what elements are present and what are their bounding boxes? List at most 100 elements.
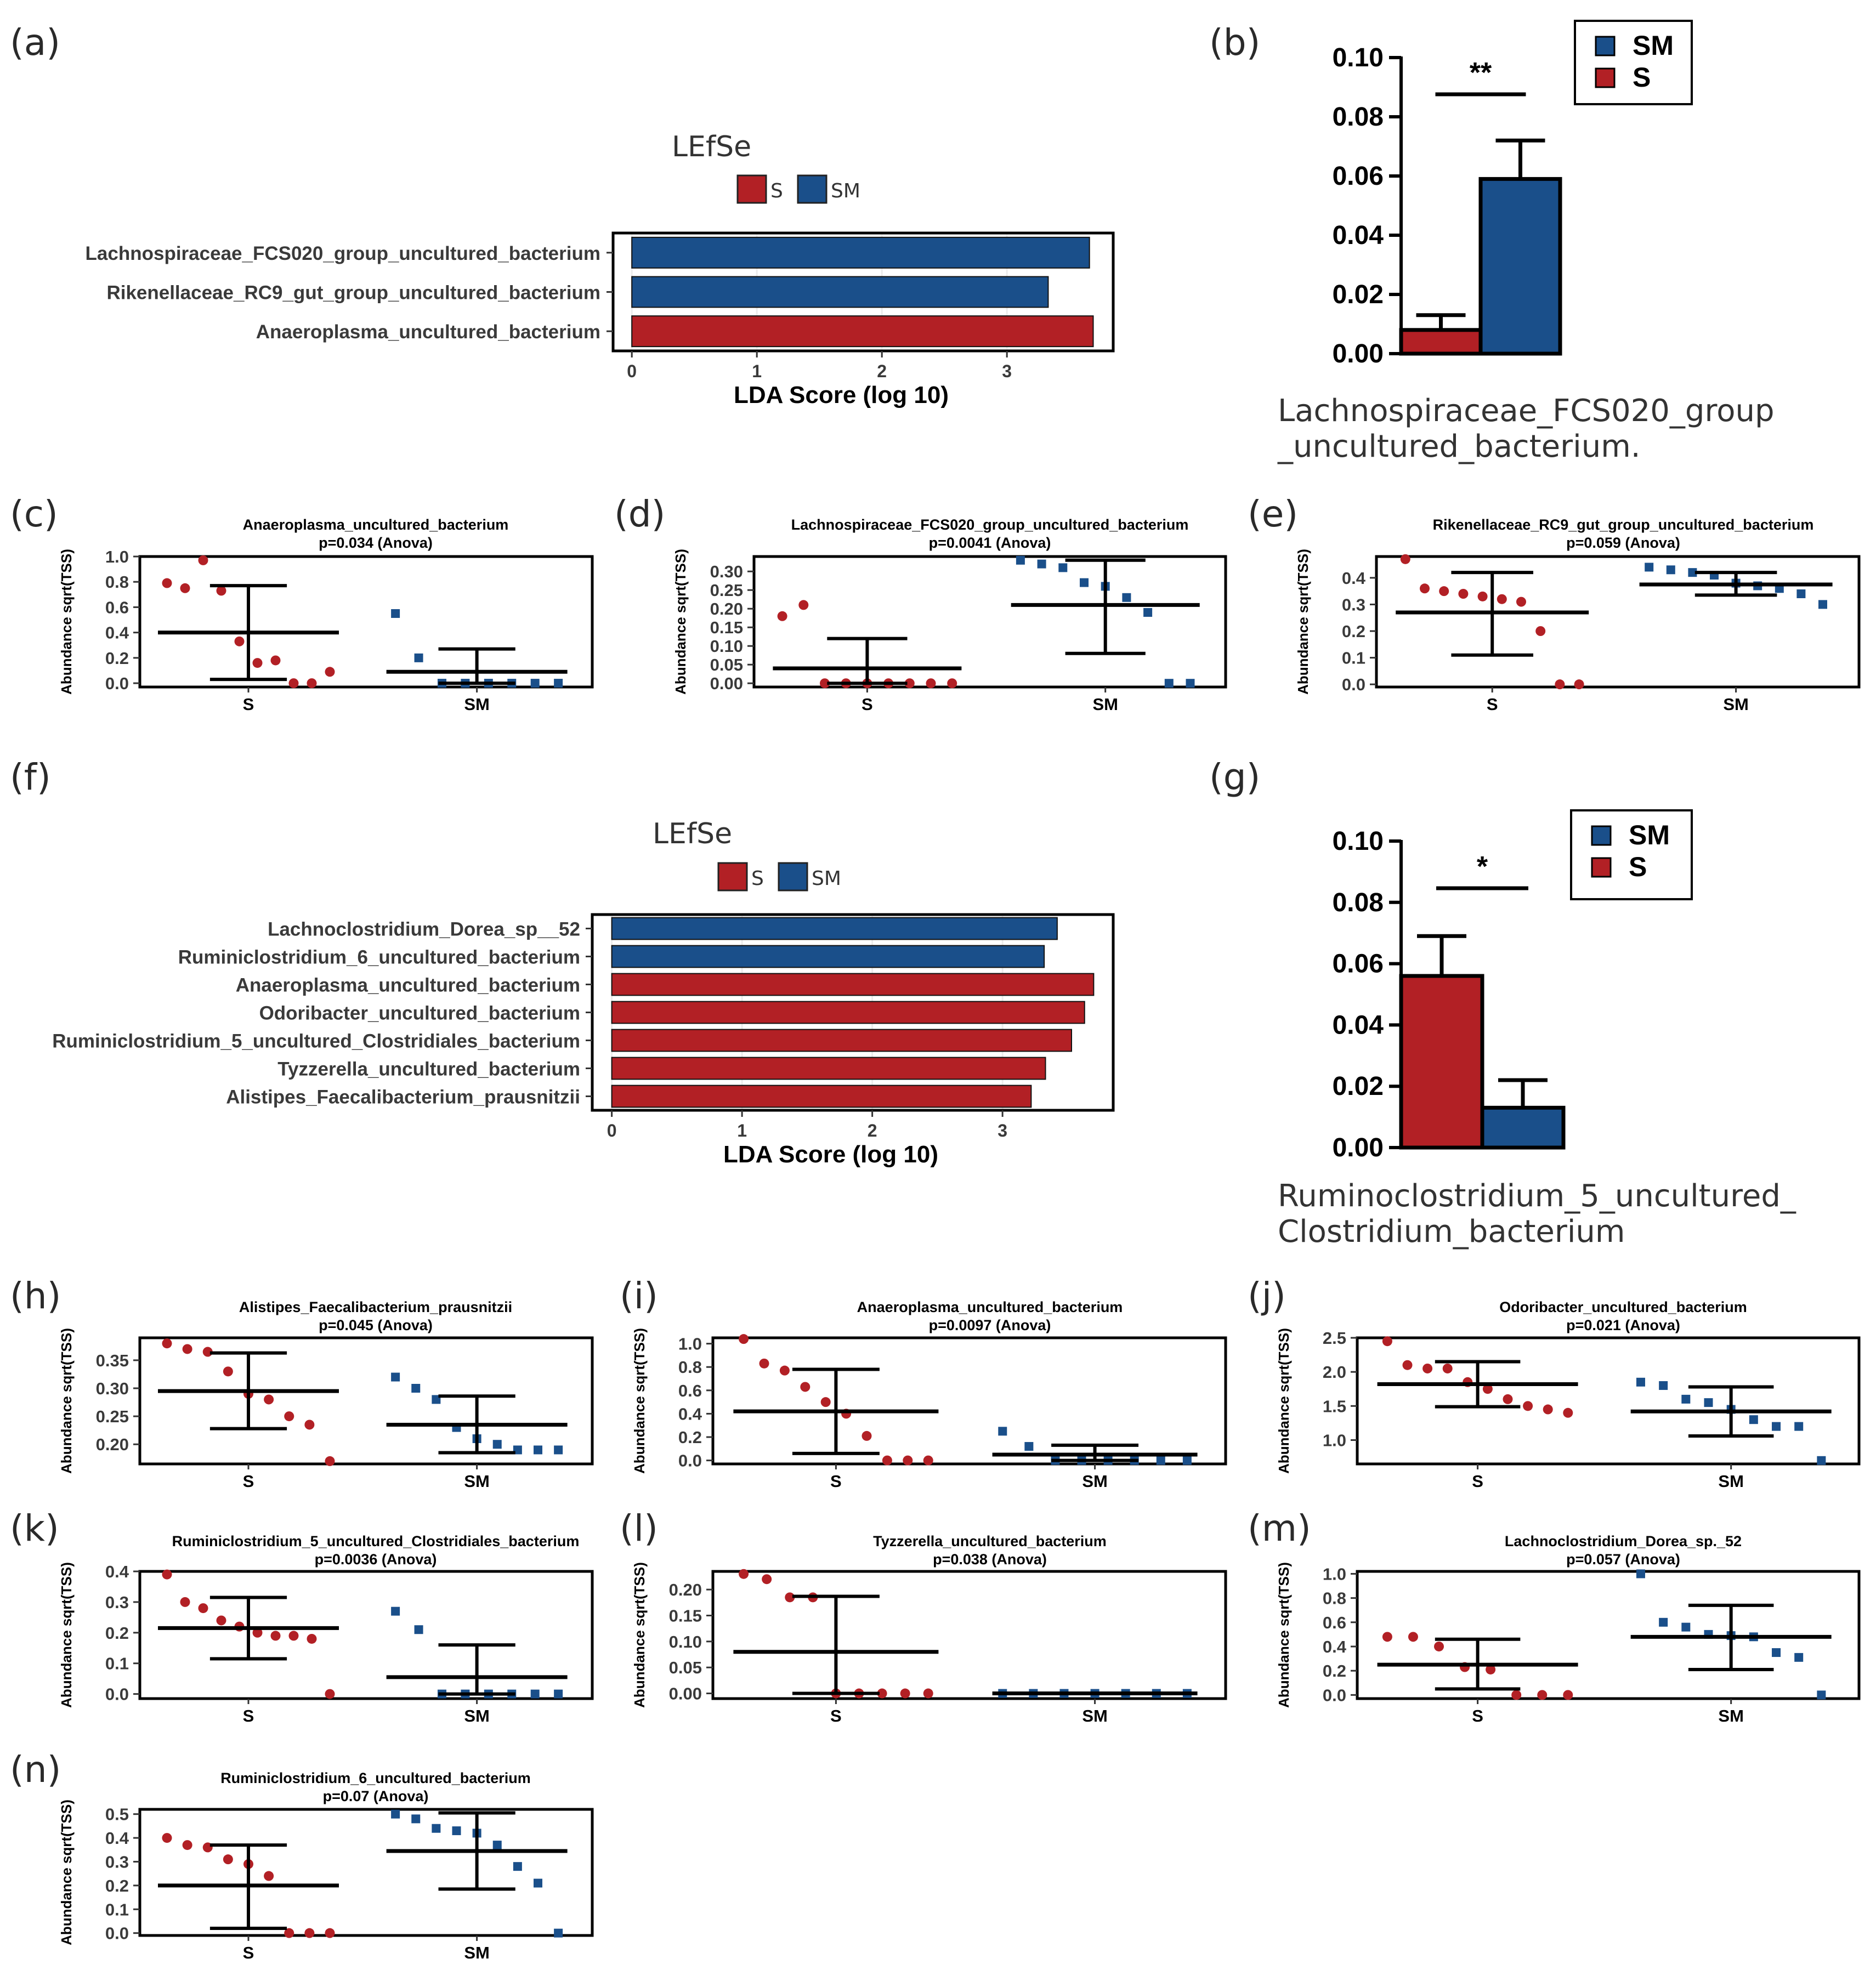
panel-label: (l) <box>620 1507 658 1549</box>
panel-label: (b) <box>1209 21 1260 64</box>
data-point-s <box>216 1615 226 1626</box>
chart-title: Lachnospiraceae_FCS020_group_uncultured_… <box>791 516 1189 533</box>
data-point-s <box>162 1338 172 1349</box>
data-point-sm <box>1772 1648 1781 1657</box>
legend-label: S <box>751 867 764 890</box>
legend-label: SM <box>831 180 860 202</box>
legend-label: S <box>1633 62 1651 93</box>
y-tick-label: 0.0 <box>678 1451 702 1471</box>
significance-marker: ** <box>1470 57 1492 89</box>
data-point-sm <box>1645 563 1654 572</box>
x-tick-label: S <box>1487 695 1498 714</box>
panel-label: (d) <box>614 493 665 535</box>
data-point-sm <box>452 1826 461 1836</box>
chart-title: Rikenellaceae_RC9_gut_group_uncultured_b… <box>1433 516 1814 533</box>
y-tick-label: 0.05 <box>710 655 743 674</box>
y-tick-label: 0.4 <box>105 623 129 643</box>
y-tick-label: 0.4 <box>105 1829 129 1848</box>
legend-box <box>1570 809 1693 900</box>
data-point-s <box>162 1833 172 1843</box>
y-tick-label: 0.00 <box>669 1684 702 1704</box>
p-value: p=0.057 (Anova) <box>1566 1551 1680 1568</box>
data-point-s <box>1408 1632 1418 1642</box>
category-label: Rikenellaceae_RC9_gut_group_uncultured_b… <box>106 282 600 304</box>
legend-swatch <box>1595 67 1616 88</box>
y-axis-label: Abundance sqrt(TSS) <box>1276 1328 1292 1474</box>
y-axis-label: Abundance sqrt(TSS) <box>1276 1562 1292 1708</box>
bar <box>611 1057 1046 1080</box>
data-point-sm <box>513 1862 522 1871</box>
y-tick-label: 0.4 <box>1342 569 1366 588</box>
data-point-s <box>904 678 915 689</box>
data-point-s <box>325 1456 335 1466</box>
chart-title: Anaeroplasma_uncultured_bacterium <box>243 516 509 533</box>
p-value: p=0.0097 (Anova) <box>929 1317 1051 1333</box>
x-tick-label: 1 <box>737 1121 747 1140</box>
y-tick-label: 1.0 <box>1323 1430 1346 1450</box>
bar <box>611 1001 1085 1024</box>
data-point-sm <box>513 1445 522 1455</box>
y-tick-label: 0.1 <box>1342 649 1365 668</box>
scatter-chart-l: (l) Tyzzerella_uncultured_bacterium p=0.03… <box>620 1507 1227 1725</box>
chart-title: LEfSe <box>653 817 732 850</box>
legend-swatch <box>1591 825 1612 846</box>
y-tick-label: 0.0 <box>1323 1685 1346 1705</box>
data-point-s <box>325 667 335 677</box>
data-point-s <box>1382 1336 1392 1347</box>
data-point-sm <box>1666 565 1675 575</box>
lefse-chart-f: (f) LEfSe S SM Lachnoclostridium_Dorea_sp__5… <box>10 756 1115 1168</box>
y-axis-label: Abundance sqrt(TSS) <box>58 1562 75 1708</box>
x-tick-label: S <box>830 1472 842 1491</box>
data-point-s <box>1482 1384 1493 1394</box>
chart-title: Alistipes_Faecalibacterium_prausnitzii <box>239 1299 512 1315</box>
x-tick-label: SM <box>464 1943 490 1962</box>
x-tick-label: SM <box>1723 695 1749 714</box>
y-tick-label: 0.5 <box>105 1805 129 1824</box>
y-tick-label: 0.04 <box>1333 1010 1384 1040</box>
chart-title: Lachnoclostridium_Dorea_sp._52 <box>1505 1533 1742 1549</box>
y-tick-label: 0.2 <box>1342 622 1365 641</box>
panel-label: (f) <box>10 756 51 798</box>
data-point-s <box>182 1840 192 1850</box>
x-axis-label: LDA Score (log 10) <box>734 382 949 408</box>
data-point-s <box>947 678 957 689</box>
x-tick-label: S <box>243 1943 254 1962</box>
data-point-s <box>1563 1690 1573 1700</box>
y-tick-label: 0.8 <box>678 1358 702 1377</box>
data-point-sm <box>1182 1456 1192 1465</box>
data-point-s <box>182 1344 192 1354</box>
data-point-s <box>325 1928 335 1938</box>
bar <box>631 315 1094 348</box>
y-tick-label: 0.0 <box>105 1924 129 1943</box>
y-tick-label: 0.8 <box>1323 1589 1346 1608</box>
data-point-s <box>1422 1363 1433 1373</box>
data-point-sm <box>432 1395 441 1404</box>
chart-title: Anaeroplasma_uncultured_bacterium <box>857 1299 1123 1315</box>
data-point-sm <box>411 1384 421 1393</box>
data-point-s <box>307 678 317 689</box>
caption-line: Lachnospiraceae_FCS020_group <box>1278 393 1775 429</box>
y-tick-label: 0.4 <box>105 1562 129 1581</box>
data-point-sm <box>1164 679 1174 688</box>
data-point-s <box>307 1633 317 1644</box>
category-label: Alistipes_Faecalibacterium_prausnitzii <box>226 1087 580 1108</box>
p-value: p=0.0041 (Anova) <box>929 535 1051 551</box>
data-point-s <box>1555 679 1565 690</box>
data-point-sm <box>1037 559 1046 569</box>
y-tick-label: 0.3 <box>105 1852 129 1871</box>
plot-frame <box>138 1336 594 1466</box>
panel-label: (m) <box>1248 1507 1311 1549</box>
data-point-sm <box>432 1824 441 1833</box>
y-tick-label: 0.00 <box>710 674 743 693</box>
y-tick-label: 2.5 <box>1323 1329 1346 1348</box>
y-tick-label: 0.6 <box>1323 1613 1346 1632</box>
data-point-sm <box>1794 1422 1804 1431</box>
legend-swatch-s <box>717 862 748 892</box>
data-point-sm <box>530 679 540 688</box>
data-point-s <box>759 1358 769 1369</box>
p-value: p=0.034 (Anova) <box>319 535 433 551</box>
data-point-s <box>882 1455 892 1466</box>
data-point-s <box>1420 583 1430 594</box>
scatter-chart-k: (k) Ruminiclostridium_5_uncultured_Clostr… <box>10 1507 594 1725</box>
scatter-chart-m: (m) Lachnoclostridium_Dorea_sp._52 p=0.057… <box>1248 1507 1861 1725</box>
